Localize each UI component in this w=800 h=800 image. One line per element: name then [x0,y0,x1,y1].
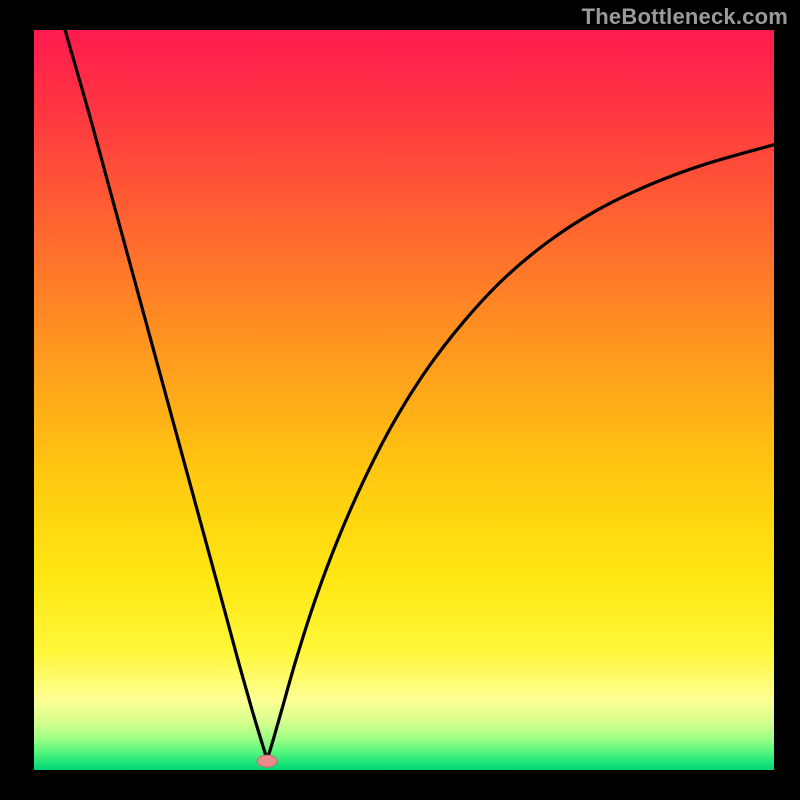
min-marker-layer [34,30,774,770]
plot-area [34,30,774,770]
chart-canvas: TheBottleneck.com [0,0,800,800]
watermark-text: TheBottleneck.com [582,4,788,30]
min-marker [257,755,277,767]
